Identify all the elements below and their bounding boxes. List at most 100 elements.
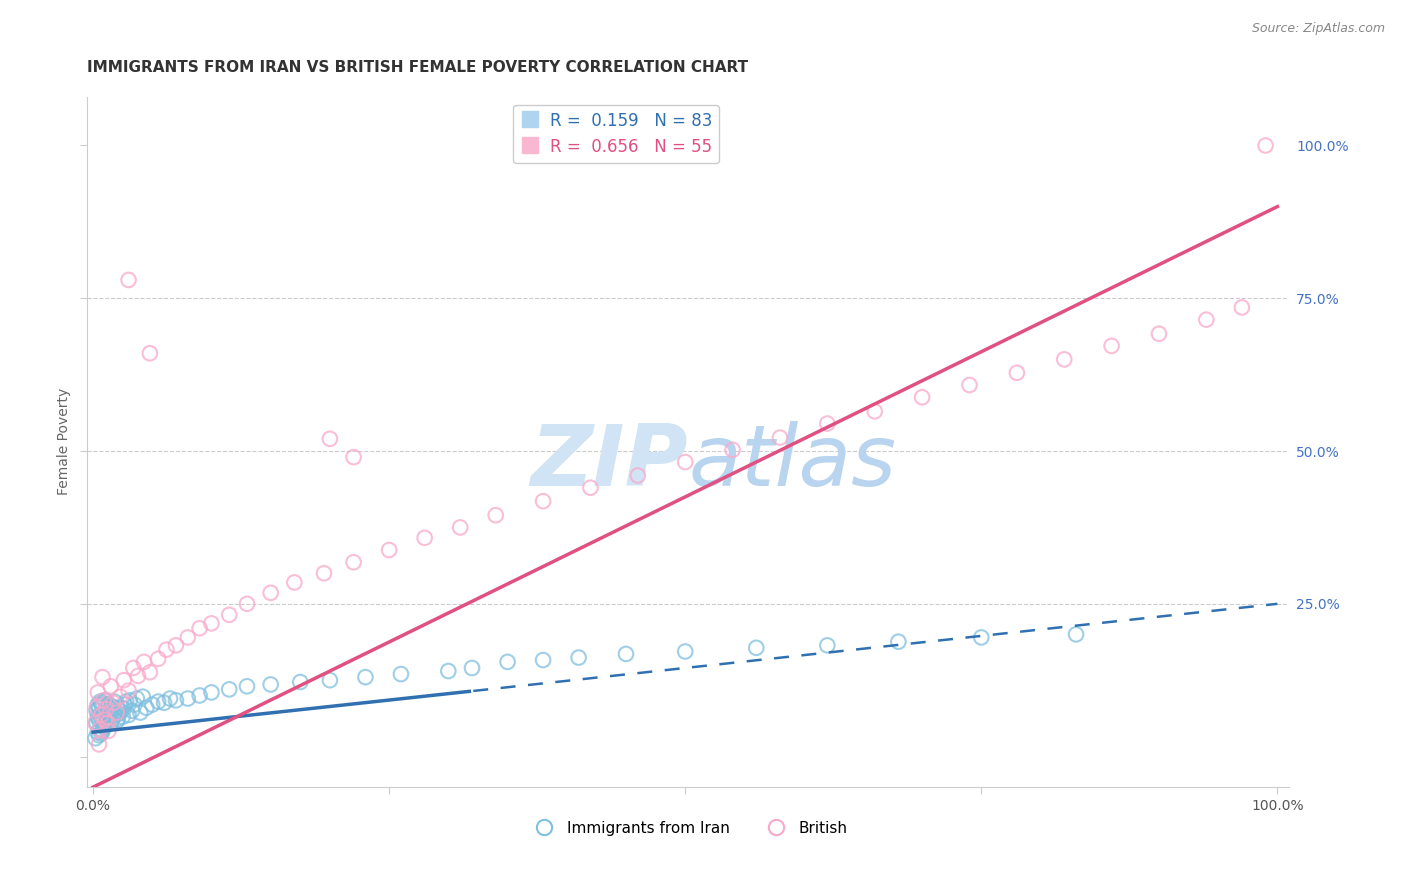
- Point: [153, 696, 176, 710]
- Point: [89, 695, 111, 709]
- Point: [118, 693, 141, 707]
- Point: [87, 685, 110, 699]
- Point: [90, 708, 112, 723]
- Point: [260, 677, 283, 691]
- Point: [413, 531, 436, 545]
- Point: [236, 679, 259, 693]
- Point: [959, 378, 981, 392]
- Point: [112, 673, 135, 688]
- Point: [94, 719, 117, 733]
- Point: [105, 706, 128, 720]
- Point: [84, 731, 107, 746]
- Point: [87, 698, 110, 712]
- Point: [93, 720, 115, 734]
- Point: [129, 706, 152, 720]
- Point: [91, 670, 114, 684]
- Point: [673, 644, 696, 658]
- Point: [84, 716, 107, 731]
- Point: [461, 661, 484, 675]
- Point: [389, 667, 412, 681]
- Point: [117, 683, 139, 698]
- Point: [101, 699, 124, 714]
- Y-axis label: Female Poverty: Female Poverty: [58, 388, 72, 495]
- Point: [146, 695, 169, 709]
- Point: [218, 682, 240, 697]
- Point: [260, 586, 283, 600]
- Point: [721, 442, 744, 457]
- Point: [94, 702, 117, 716]
- Text: ZIP: ZIP: [530, 421, 688, 504]
- Point: [139, 665, 162, 680]
- Point: [141, 698, 163, 712]
- Point: [96, 716, 118, 731]
- Point: [437, 664, 460, 678]
- Point: [87, 728, 110, 742]
- Point: [970, 631, 993, 645]
- Point: [94, 713, 117, 727]
- Point: [100, 716, 122, 731]
- Point: [87, 737, 110, 751]
- Point: [769, 431, 792, 445]
- Point: [86, 704, 108, 718]
- Point: [485, 508, 508, 523]
- Point: [108, 706, 131, 721]
- Point: [200, 685, 222, 699]
- Point: [104, 706, 127, 720]
- Point: [111, 710, 134, 724]
- Point: [115, 695, 138, 709]
- Point: [146, 652, 169, 666]
- Point: [531, 494, 554, 508]
- Point: [1230, 301, 1253, 315]
- Point: [122, 661, 145, 675]
- Point: [531, 653, 554, 667]
- Point: [815, 639, 838, 653]
- Point: [117, 273, 139, 287]
- Point: [103, 695, 125, 709]
- Point: [100, 679, 122, 693]
- Point: [496, 655, 519, 669]
- Point: [1005, 366, 1028, 380]
- Point: [135, 700, 157, 714]
- Point: [87, 713, 110, 727]
- Point: [165, 693, 187, 707]
- Point: [89, 722, 111, 736]
- Point: [614, 647, 637, 661]
- Point: [101, 696, 124, 710]
- Point: [112, 702, 135, 716]
- Point: [96, 714, 118, 728]
- Point: [1101, 339, 1123, 353]
- Point: [89, 708, 111, 723]
- Point: [94, 693, 117, 707]
- Point: [1254, 138, 1277, 153]
- Point: [911, 390, 934, 404]
- Point: [132, 655, 155, 669]
- Point: [87, 700, 110, 714]
- Point: [93, 693, 115, 707]
- Point: [94, 716, 117, 731]
- Text: Source: ZipAtlas.com: Source: ZipAtlas.com: [1251, 22, 1385, 36]
- Point: [312, 566, 335, 581]
- Point: [91, 710, 114, 724]
- Point: [745, 640, 768, 655]
- Point: [91, 723, 114, 738]
- Point: [114, 698, 136, 712]
- Point: [90, 698, 112, 712]
- Point: [1064, 627, 1087, 641]
- Text: IMMIGRANTS FROM IRAN VS BRITISH FEMALE POVERTY CORRELATION CHART: IMMIGRANTS FROM IRAN VS BRITISH FEMALE P…: [87, 60, 748, 75]
- Legend: Immigrants from Iran, British: Immigrants from Iran, British: [523, 814, 853, 842]
- Point: [86, 716, 108, 731]
- Point: [107, 712, 129, 726]
- Point: [342, 555, 364, 569]
- Point: [155, 642, 177, 657]
- Point: [117, 708, 139, 723]
- Point: [319, 432, 342, 446]
- Point: [89, 722, 111, 736]
- Point: [218, 607, 240, 622]
- Point: [177, 631, 200, 645]
- Point: [378, 543, 401, 558]
- Point: [188, 621, 211, 635]
- Point: [673, 455, 696, 469]
- Point: [159, 691, 181, 706]
- Point: [1053, 352, 1076, 367]
- Point: [354, 670, 377, 684]
